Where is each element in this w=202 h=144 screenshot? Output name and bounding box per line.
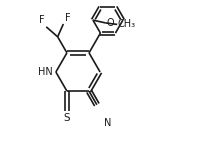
- Text: HN: HN: [37, 67, 52, 77]
- Text: CH₃: CH₃: [117, 19, 135, 29]
- Text: N: N: [103, 118, 111, 128]
- Text: F: F: [39, 15, 45, 25]
- Text: O: O: [106, 18, 114, 28]
- Text: F: F: [64, 13, 70, 23]
- Text: S: S: [63, 113, 70, 123]
